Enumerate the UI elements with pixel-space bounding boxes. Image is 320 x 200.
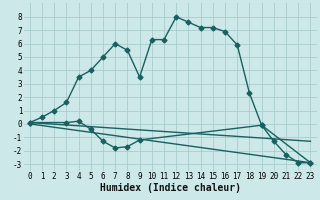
X-axis label: Humidex (Indice chaleur): Humidex (Indice chaleur) [100, 182, 241, 193]
